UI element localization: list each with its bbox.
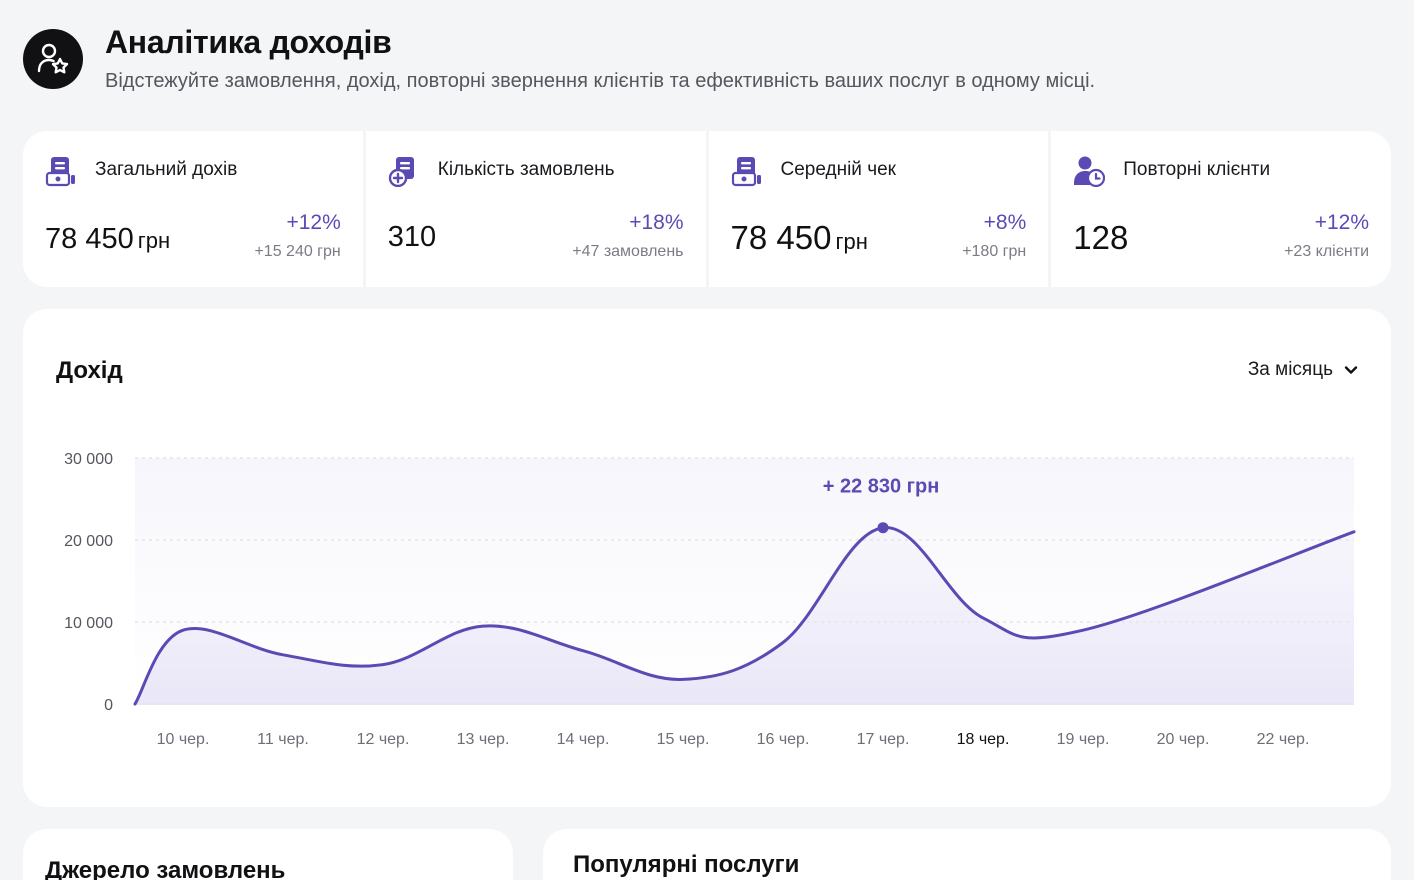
stat-value: 310 (387, 221, 437, 253)
chart-area-fill (135, 527, 1354, 704)
stat-average-check[interactable]: Середній чек 78 450 грн +8% +180 грн (709, 131, 1052, 287)
x-tick-label: 11 чер. (257, 731, 309, 748)
x-tick-label: 10 чер. (157, 731, 210, 748)
period-label: За місяць (1247, 359, 1333, 380)
stat-label: Повторні клієнти (1123, 159, 1271, 180)
popular-services-card: Популярні послуги (543, 829, 1391, 880)
stat-value: 128 (1073, 219, 1129, 256)
revenue-chart: 0 10 000 20 000 30 000 + 22 830 грн 10 чер. 11… (64, 451, 1356, 748)
highlight-label: + 22 830 грн (823, 476, 940, 498)
x-tick-label: 20 чер. (1157, 731, 1210, 748)
stat-label: Середній чек (780, 159, 896, 180)
stat-total-revenue[interactable]: Загальний дохів 78 450 грн +12% +15 240 г… (23, 131, 366, 287)
page-subtitle: Відстежуйте замовлення, дохід, повторні … (105, 70, 1096, 92)
y-tick-label: 20 000 (64, 533, 113, 550)
stat-percent-change: +18% (629, 211, 684, 234)
x-tick-label: 16 чер. (757, 731, 810, 748)
highlight-point (877, 522, 889, 534)
stat-returning-clients[interactable]: Повторні клієнти 128 +12% +23 клієнти (1051, 131, 1391, 287)
x-tick-label: 15 чер. (657, 731, 710, 748)
stat-delta: +180 грн (962, 243, 1027, 260)
stat-value: 78 450 грн (730, 219, 868, 256)
stat-delta: +23 клієнти (1284, 243, 1369, 260)
x-tick-label: 22 чер. (1257, 731, 1310, 748)
chart-title: Дохід (56, 357, 123, 384)
series-line (133, 526, 1356, 706)
stat-percent-change: +12% (1314, 211, 1369, 234)
y-tick-label: 0 (104, 697, 113, 714)
stat-percent-change: +8% (983, 211, 1027, 234)
stat-orders-count[interactable]: Кількість замовлень 310 +18% +47 замовле… (366, 131, 709, 287)
revenue-card-icon (45, 157, 75, 187)
order-source-card: Джерело замовлень (23, 829, 513, 880)
page-title: Аналітика доходів (105, 24, 392, 60)
x-tick-label: 19 чер. (1057, 731, 1110, 748)
stat-value: 78 450 грн (45, 223, 171, 255)
stat-delta: +15 240 грн (254, 243, 341, 260)
stats-panel: Загальний дохів 78 450 грн +12% +15 240 г… (23, 131, 1391, 287)
revenue-chart-card: Дохід За місяць 0 10 000 20 000 30 000 + 22 … (23, 309, 1391, 807)
chevron-down-icon (1344, 366, 1358, 374)
stat-label: Кількість замовлень (437, 159, 615, 180)
stat-label: Загальний дохів (95, 159, 238, 180)
orders-add-icon (388, 157, 414, 187)
order-source-title: Джерело замовлень (45, 857, 286, 880)
x-tick-label: 12 чер. (357, 731, 410, 748)
x-tick-label: 18 чер. (957, 731, 1010, 748)
x-tick-label: 14 чер. (557, 731, 610, 748)
x-tick-label: 13 чер. (457, 731, 510, 748)
page-header: Аналітика доходів Відстежуйте замовлення… (23, 24, 1414, 104)
stat-percent-change: +12% (286, 211, 341, 234)
period-dropdown[interactable]: За місяць (1248, 359, 1359, 381)
user-star-icon[interactable] (23, 29, 83, 89)
receipt-icon (731, 157, 761, 187)
y-tick-label: 10 000 (64, 615, 113, 632)
user-clock-icon (1074, 156, 1106, 187)
popular-services-title: Популярні послуги (573, 851, 800, 878)
y-tick-label: 30 000 (64, 451, 113, 468)
x-tick-label: 17 чер. (857, 731, 910, 748)
stat-delta: +47 замовлень (572, 243, 684, 260)
